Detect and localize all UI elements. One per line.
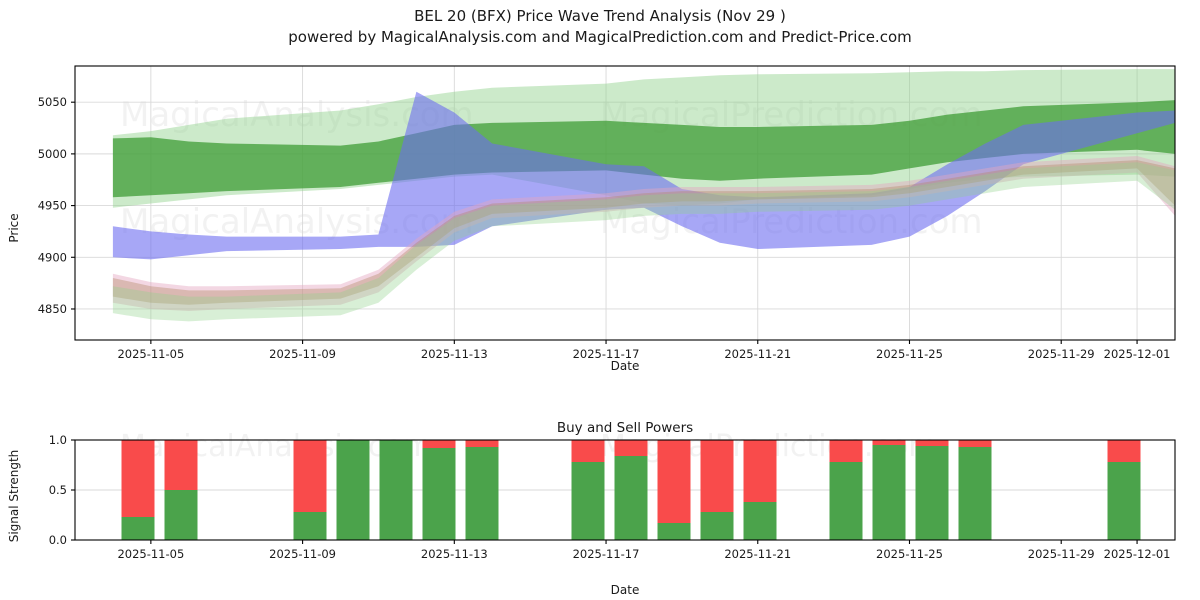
bar-segment-buy[interactable]: [422, 448, 456, 540]
bar-stack[interactable]: [700, 440, 734, 540]
x-tick-label: 2025-11-09: [269, 547, 336, 561]
bar-segment-sell[interactable]: [614, 440, 648, 456]
bar-stack[interactable]: [743, 440, 777, 540]
bar-stack[interactable]: [657, 440, 691, 540]
price-axis-frame: [74, 65, 1176, 341]
price-tick-group: 4850 4900 4950 5000 5050 2025-11-05 2025-11-09…: [38, 95, 1171, 361]
bar-group: [121, 440, 1141, 540]
price-band-group: [112, 69, 1175, 322]
bar-stack[interactable]: [293, 440, 327, 540]
bar-segment-sell[interactable]: [657, 440, 691, 523]
bar-stack[interactable]: [1107, 440, 1141, 540]
bar-tick-group: 0.0 0.5 1.0 2025-11-05 2025-11-09 2025-11-13 2…: [49, 433, 1171, 561]
bar-y-axis-label: Signal Strength: [7, 450, 21, 543]
x-tick-label: 2025-11-05: [117, 347, 184, 361]
y-tick-label: 4950: [38, 199, 67, 213]
bar-segment-buy[interactable]: [657, 523, 691, 540]
x-tick-label: 2025-11-25: [876, 547, 943, 561]
price-wave-chart: MagicalAnalysis.comMagicalPrediction.com…: [7, 65, 1176, 373]
bar-stack[interactable]: [336, 440, 370, 540]
bar-segment-sell[interactable]: [164, 440, 198, 490]
y-tick-label: 1.0: [49, 433, 67, 447]
bar-segment-buy[interactable]: [958, 447, 992, 540]
x-tick-label: 2025-12-01: [1104, 547, 1171, 561]
x-tick-label: 2025-11-21: [724, 547, 791, 561]
bar-chart-title: Buy and Sell Powers: [557, 420, 693, 436]
x-tick-label: 2025-11-25: [876, 347, 943, 361]
bar-segment-sell[interactable]: [1107, 440, 1141, 462]
bar-segment-buy[interactable]: [164, 490, 198, 540]
page-subtitle: powered by MagicalAnalysis.com and Magic…: [288, 28, 912, 46]
x-tick-label: 2025-11-29: [1028, 547, 1095, 561]
bar-segment-buy[interactable]: [915, 446, 949, 540]
bar-segment-buy[interactable]: [829, 462, 863, 540]
price-band-blue-band: [112, 91, 1175, 260]
bar-stack[interactable]: [465, 440, 499, 540]
bar-segment-buy[interactable]: [743, 502, 777, 540]
price-band-green-lower-band: [112, 162, 1175, 322]
price-x-axis-label: Date: [611, 359, 640, 373]
bar-segment-sell[interactable]: [958, 440, 992, 447]
bar-segment-sell[interactable]: [121, 440, 155, 517]
bar-x-axis-label: Date: [611, 583, 640, 597]
price-band-green-inner-band: [112, 100, 1175, 198]
x-tick-label: 2025-11-13: [421, 347, 488, 361]
bar-stack[interactable]: [872, 440, 906, 540]
x-tick-label: 2025-12-01: [1104, 347, 1171, 361]
bar-stack[interactable]: [614, 440, 648, 540]
bar-stack[interactable]: [121, 440, 155, 540]
bar-stack[interactable]: [829, 440, 863, 540]
bar-stack[interactable]: [958, 440, 992, 540]
bar-stack[interactable]: [164, 440, 198, 540]
x-tick-label: 2025-11-09: [269, 347, 336, 361]
bar-stack[interactable]: [571, 440, 605, 540]
x-tick-label: 2025-11-05: [117, 547, 184, 561]
bar-segment-buy[interactable]: [465, 447, 499, 540]
bar-segment-buy[interactable]: [336, 440, 370, 540]
bar-segment-buy[interactable]: [571, 462, 605, 540]
page-title: BEL 20 (BFX) Price Wave Trend Analysis (…: [414, 7, 786, 25]
y-tick-label: 4850: [38, 302, 67, 316]
bar-stack[interactable]: [379, 440, 413, 540]
bar-segment-sell[interactable]: [872, 440, 906, 445]
bar-stack[interactable]: [915, 440, 949, 540]
buy-sell-powers-chart: MagicalAnalysis.comMagicalPrediction.com…: [7, 420, 1176, 597]
bar-segment-sell[interactable]: [422, 440, 456, 448]
bar-segment-sell[interactable]: [700, 440, 734, 512]
y-tick-label: 4900: [38, 250, 67, 264]
price-band-pink-band: [112, 156, 1175, 311]
x-tick-label: 2025-11-29: [1028, 347, 1095, 361]
bar-segment-buy[interactable]: [700, 512, 734, 540]
y-tick-label: 5000: [38, 147, 67, 161]
bar-segment-buy[interactable]: [872, 445, 906, 540]
chart-title-block: BEL 20 (BFX) Price Wave Trend Analysis (…: [0, 6, 1200, 48]
y-tick-label: 0.0: [49, 533, 67, 547]
bar-segment-sell[interactable]: [829, 440, 863, 462]
price-y-axis-label: Price: [7, 213, 21, 242]
bar-stack[interactable]: [422, 440, 456, 540]
x-tick-label: 2025-11-13: [421, 547, 488, 561]
y-tick-label: 5050: [38, 95, 67, 109]
x-tick-label: 2025-11-17: [573, 547, 640, 561]
bar-segment-buy[interactable]: [614, 456, 648, 540]
bar-segment-buy[interactable]: [379, 440, 413, 540]
bar-segment-sell[interactable]: [743, 440, 777, 502]
x-tick-label: 2025-11-17: [573, 347, 640, 361]
price-gridlines: [75, 66, 1175, 340]
bar-segment-buy[interactable]: [1107, 462, 1141, 540]
x-tick-label: 2025-11-21: [724, 347, 791, 361]
plot-frame: [74, 65, 1176, 341]
bar-segment-sell[interactable]: [915, 440, 949, 446]
bar-segment-buy[interactable]: [293, 512, 327, 540]
bar-segment-sell[interactable]: [293, 440, 327, 512]
bar-segment-buy[interactable]: [121, 517, 155, 540]
bar-segment-sell[interactable]: [465, 440, 499, 447]
y-tick-label: 0.5: [49, 483, 67, 497]
bar-segment-sell[interactable]: [571, 440, 605, 462]
